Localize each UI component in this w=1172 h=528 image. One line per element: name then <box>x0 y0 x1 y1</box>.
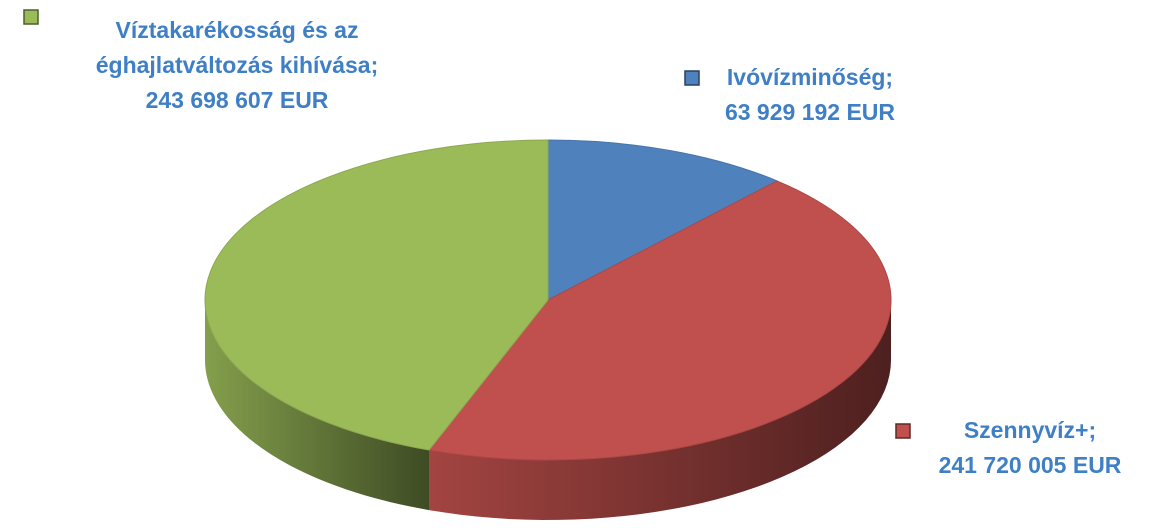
slice-side <box>429 300 891 520</box>
legend-key <box>23 9 39 25</box>
category-label: Víztakarékosság és az éghajlatváltozás k… <box>95 17 379 78</box>
data-label: Ivóvízminőség; 63 929 192 EUR <box>630 60 990 130</box>
category-label: Ivóvízminőség; <box>726 64 894 90</box>
slice-top <box>547 139 779 301</box>
value-label: 241 720 005 EUR <box>938 452 1122 478</box>
category-label: Szennyvíz+; <box>963 417 1097 443</box>
slice <box>204 139 549 511</box>
data-label: Víztakarékosság és az éghajlatváltozás k… <box>52 13 422 118</box>
data-label: Szennyvíz+; 241 720 005 EUR <box>860 413 1172 483</box>
slice-side <box>205 300 430 511</box>
slice <box>547 139 779 301</box>
value-label: 243 698 607 EUR <box>145 87 329 113</box>
value-label: 63 929 192 EUR <box>724 99 896 125</box>
legend-key <box>684 70 700 86</box>
slice-top <box>428 180 892 461</box>
legend-key <box>895 423 911 439</box>
slice-top <box>204 139 549 451</box>
slice <box>428 180 892 520</box>
